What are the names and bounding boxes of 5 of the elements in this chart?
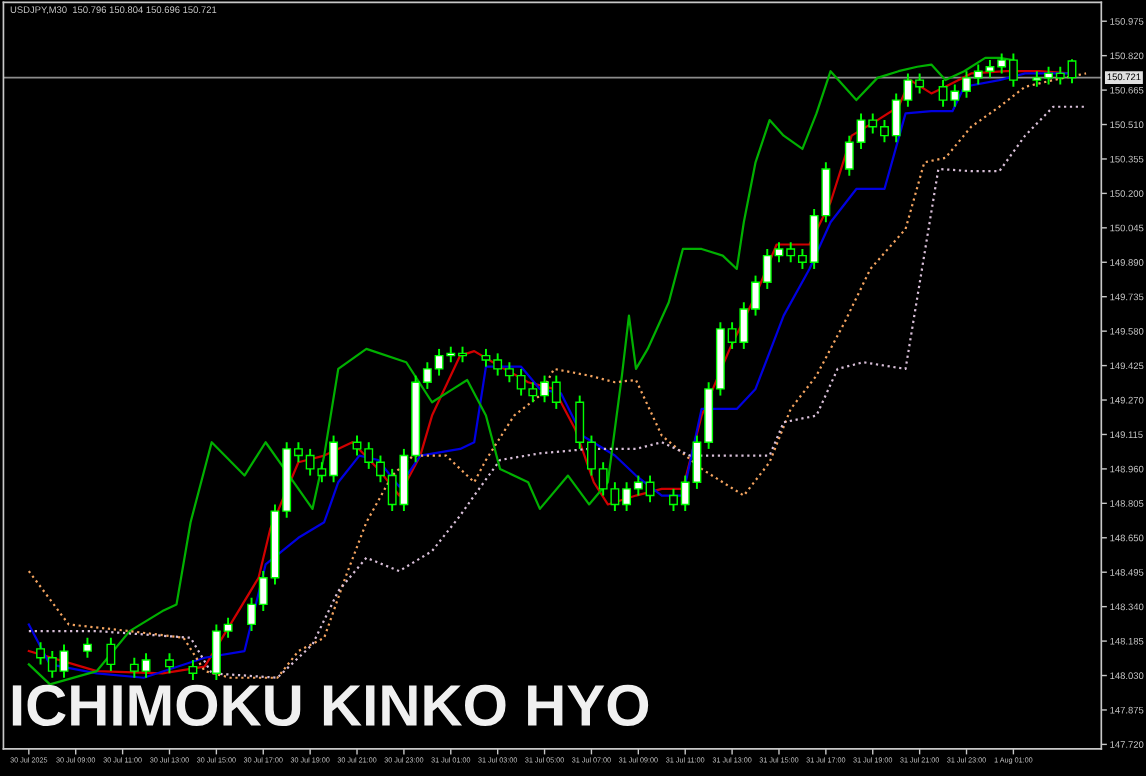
candlestick <box>82 636 92 659</box>
candlestick <box>106 636 116 673</box>
candlestick <box>165 652 174 675</box>
candlestick <box>188 659 198 681</box>
text: ICHIMOKU KINKO HYO <box>12 684 649 727</box>
